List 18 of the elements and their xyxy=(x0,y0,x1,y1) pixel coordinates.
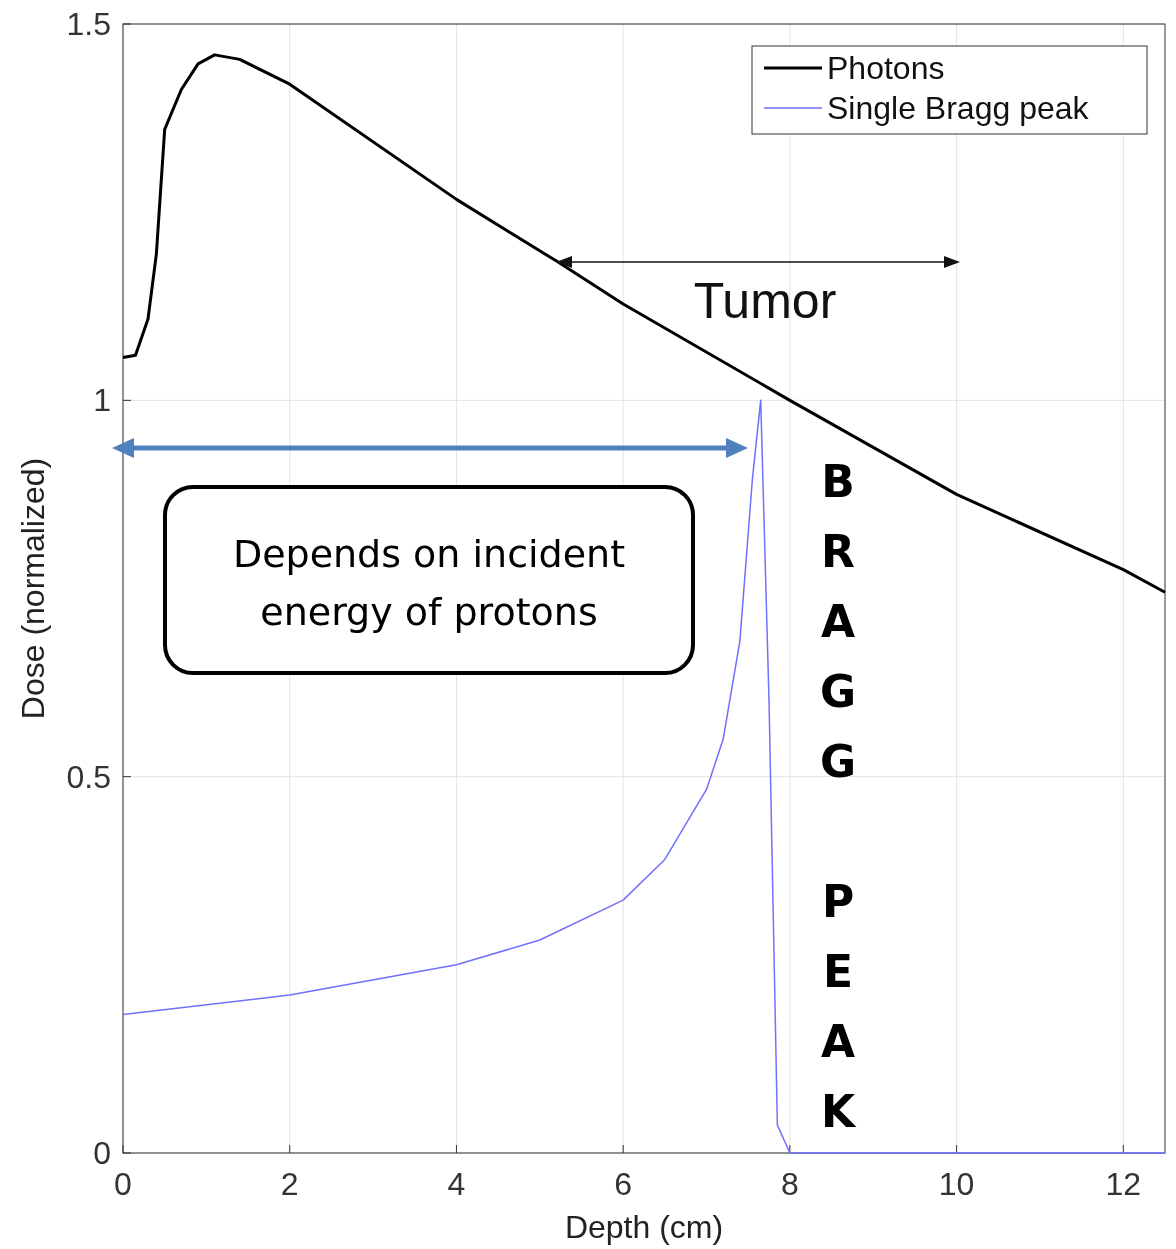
y-tick-label: 0.5 xyxy=(66,758,111,795)
x-axis-title: Depth (cm) xyxy=(564,1209,724,1245)
x-tick-label: 4 xyxy=(447,1166,466,1202)
x-tick-label: 10 xyxy=(938,1166,975,1202)
y-tick-label: 1 xyxy=(93,382,111,419)
y-tick-label: 0 xyxy=(93,1135,111,1171)
text: BRAGG PEAK xyxy=(819,456,857,1137)
x-tick-label: 2 xyxy=(280,1166,299,1202)
x-tick-label: 6 xyxy=(614,1166,633,1202)
y-tick-label: 1.5 xyxy=(66,6,111,42)
y-axis-title: Dose (normalized) xyxy=(15,457,51,720)
x-tick-label: 12 xyxy=(1105,1166,1142,1202)
line-series xyxy=(121,53,1167,594)
annotation: Tumor xyxy=(693,273,837,329)
x-tick-label: 8 xyxy=(780,1166,799,1202)
legend-label: Photons xyxy=(827,50,945,86)
legend-label: Single Bragg peak xyxy=(827,90,1090,126)
annotation: Depends on incident energy of protons xyxy=(232,532,626,634)
